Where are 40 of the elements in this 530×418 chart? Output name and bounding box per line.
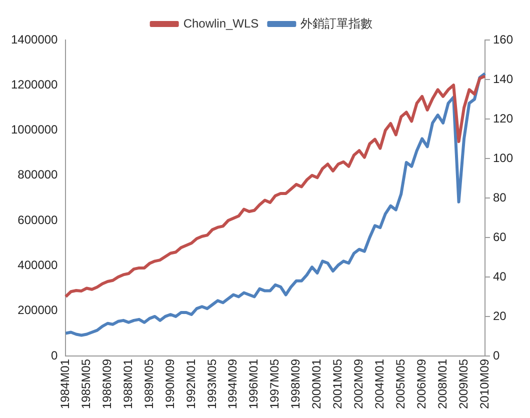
y2-tick-label: 0 — [492, 348, 500, 362]
x-tick-label: 2005M05 — [393, 358, 408, 410]
y-tick-label: 1200000 — [11, 77, 58, 92]
x-tick-label: 1990M09 — [162, 358, 177, 410]
y-tick-label: 200000 — [18, 303, 58, 318]
x-tick-label: 2004M01 — [372, 358, 386, 410]
legend-label: 外銷訂單指數 — [300, 16, 373, 30]
y-tick-label: 0 — [51, 348, 58, 362]
y2-tick-label: 80 — [492, 190, 507, 204]
x-tick-label: 2009M05 — [456, 358, 470, 410]
legend-label: Chowlin_WLS — [183, 16, 259, 30]
x-tick-label: 1993M05 — [204, 358, 219, 410]
x-tick-label: 2008M01 — [435, 358, 450, 410]
y-tick-label: 1400000 — [11, 32, 58, 46]
x-tick-label: 2010M09 — [477, 358, 492, 410]
y2-tick-label: 20 — [492, 308, 507, 323]
x-tick-label: 2001M05 — [330, 358, 345, 410]
x-tick-label: 1988M01 — [120, 358, 135, 410]
x-tick-label: 1998M09 — [288, 358, 303, 410]
y2-tick-label: 120 — [492, 111, 514, 126]
x-tick-label: 1989M05 — [142, 358, 156, 410]
x-tick-label: 1992M01 — [184, 358, 198, 410]
x-tick-label: 1996M01 — [246, 358, 261, 410]
y2-tick-label: 40 — [492, 269, 507, 284]
y2-tick-label: 60 — [492, 230, 507, 244]
x-tick-label: 2000M01 — [310, 358, 324, 410]
y2-tick-label: 100 — [492, 150, 514, 165]
y-tick-label: 600000 — [18, 212, 58, 227]
y-tick-label: 800000 — [18, 168, 58, 182]
x-tick-label: 1984M01 — [58, 358, 72, 410]
y-tick-label: 1000000 — [11, 122, 58, 137]
y-tick-label: 400000 — [18, 258, 58, 272]
y2-tick-label: 160 — [492, 32, 514, 46]
y2-tick-label: 140 — [492, 72, 514, 86]
x-tick-label: 2002M09 — [352, 358, 366, 410]
x-tick-label: 2006M09 — [414, 358, 428, 410]
x-tick-label: 1997M05 — [268, 358, 282, 410]
x-tick-label: 1986M09 — [100, 358, 114, 410]
x-tick-label: 1985M05 — [78, 358, 93, 410]
x-tick-label: 1994M09 — [226, 358, 240, 410]
